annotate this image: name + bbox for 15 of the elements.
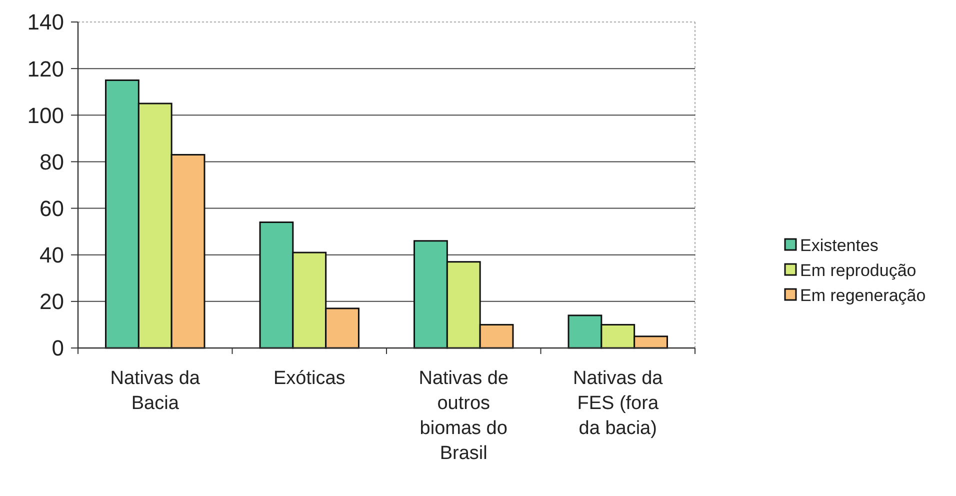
y-tick-label: 80 bbox=[40, 149, 64, 174]
y-tick-label: 100 bbox=[27, 102, 64, 128]
x-tick-label: Nativas da FES (fora da bacia) bbox=[572, 368, 664, 439]
y-tick-label: 60 bbox=[40, 196, 64, 221]
x-tick-label: Exóticas bbox=[273, 368, 346, 389]
y-tick-label: 140 bbox=[27, 10, 64, 35]
legend-label: Em reprodução bbox=[800, 260, 916, 280]
x-tick-label: Nativas de outros biomas do Brasil bbox=[418, 368, 509, 464]
x-tick-label: Nativas da Bacia bbox=[110, 368, 200, 414]
y-tick-label: 120 bbox=[27, 56, 64, 82]
y-tick-label: 40 bbox=[40, 242, 64, 268]
legend-label: Em regeneração bbox=[800, 286, 926, 305]
y-tick-label: 0 bbox=[52, 336, 64, 361]
legend-label: Existentes bbox=[800, 236, 878, 255]
y-tick-label: 20 bbox=[40, 289, 64, 314]
